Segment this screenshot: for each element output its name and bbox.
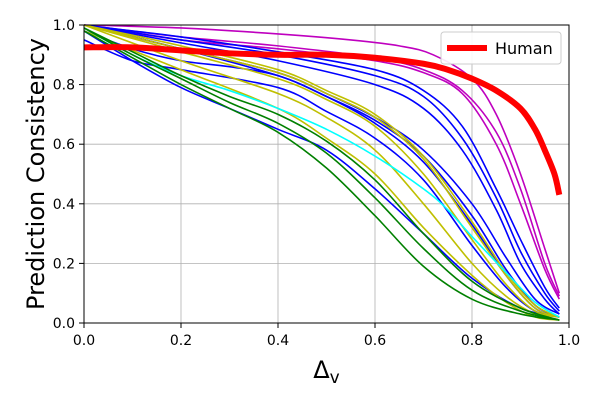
plot-frame <box>83 24 570 324</box>
legend-label-human: Human <box>495 39 553 58</box>
x-axis-label-main: Δ <box>313 356 330 384</box>
legend-box <box>440 31 562 65</box>
series-line-green-1 <box>83 27 560 321</box>
series-line-blue-7 <box>83 39 560 318</box>
x-axis-label-subscript: v <box>330 368 340 388</box>
series-layer <box>83 24 563 321</box>
y-axis-ticks: 0.0 0.2 0.4 0.6 0.8 1.0 <box>53 18 84 332</box>
y-tick-label: 0.2 <box>53 256 75 272</box>
series-line-blue-3 <box>83 24 560 315</box>
y-axis-label: Prediction Consistency <box>22 38 50 310</box>
x-tick-label: 0.6 <box>364 333 386 349</box>
y-tick-label: 0.8 <box>53 78 75 94</box>
x-axis-ticks: 0.0 0.2 0.4 0.6 0.8 1.0 <box>73 323 580 349</box>
series-line-yellow-3 <box>83 24 560 318</box>
series-line-green-2 <box>83 27 560 321</box>
x-tick-label: 0.0 <box>73 333 95 349</box>
series-line-magenta-3 <box>83 24 561 297</box>
legend: Human <box>440 31 562 65</box>
series-line-magenta-1 <box>83 24 561 294</box>
series-line-human <box>83 44 563 196</box>
x-axis-label: Δv <box>313 356 339 388</box>
x-tick-label: 1.0 <box>558 333 580 349</box>
series-line-yellow-4 <box>83 24 560 321</box>
y-tick-label: 1.0 <box>53 18 75 34</box>
y-tick-label: 0.4 <box>53 197 75 213</box>
series-line-blue-1 <box>83 24 560 309</box>
x-tick-label: 0.2 <box>170 333 192 349</box>
series-line-blue-8 <box>83 30 560 318</box>
series-line-blue-2 <box>83 24 560 312</box>
series-line-green-3 <box>83 30 560 321</box>
series-line-yellow-2 <box>83 24 560 318</box>
y-tick-label: 0.6 <box>53 137 75 153</box>
series-line-yellow-5 <box>83 30 560 321</box>
x-tick-label: 0.4 <box>267 333 289 349</box>
series-line-magenta-2 <box>83 24 561 300</box>
y-tick-label: 0.0 <box>53 316 75 332</box>
x-tick-label: 0.8 <box>461 333 483 349</box>
